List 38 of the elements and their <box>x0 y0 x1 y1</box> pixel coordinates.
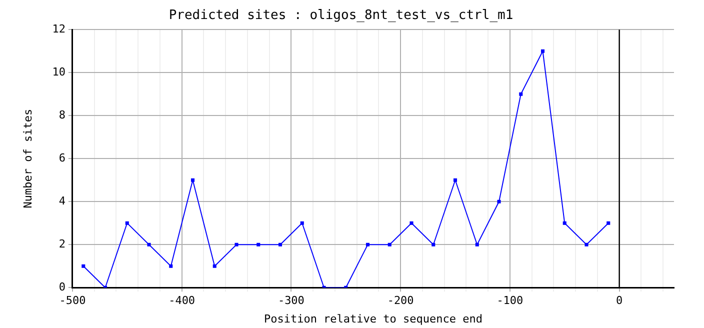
point <box>519 92 523 96</box>
x-tick-label: 0 <box>616 294 623 308</box>
point <box>82 264 86 268</box>
point <box>256 242 260 246</box>
y-axis-title: Number of sites <box>21 108 34 208</box>
x-tick-label: -100 <box>496 294 524 308</box>
point <box>453 178 458 182</box>
point <box>497 200 501 204</box>
chart-title: Predicted sites : oligos_8nt_test_vs_ctrl_m1 <box>168 8 514 24</box>
x-tick-label: -300 <box>278 294 304 308</box>
x-tick-label: -500 <box>59 294 86 308</box>
point <box>584 242 588 246</box>
point <box>540 49 545 53</box>
y-tick-label: 4 <box>58 194 66 208</box>
y-tick-label: 10 <box>52 65 66 78</box>
x-tick-label: -200 <box>387 294 414 308</box>
point <box>147 242 151 246</box>
point <box>278 242 282 246</box>
x-tick-label: -400 <box>168 294 196 308</box>
point <box>234 242 238 246</box>
point <box>432 242 436 246</box>
point <box>212 264 216 268</box>
point <box>562 221 566 225</box>
point <box>125 221 129 225</box>
point <box>190 178 195 182</box>
point <box>388 242 392 246</box>
point <box>169 264 173 268</box>
point <box>300 221 304 225</box>
point <box>366 242 370 246</box>
y-tick-label: 0 <box>58 280 66 294</box>
y-tick-label: 12 <box>52 22 66 36</box>
point <box>475 242 479 246</box>
point <box>606 221 610 225</box>
y-tick-label: 6 <box>58 151 66 164</box>
y-tick-label: 8 <box>58 108 66 122</box>
x-axis-title: Position relative to sequence end <box>264 312 482 326</box>
point <box>410 221 414 225</box>
y-tick-label: 2 <box>58 237 66 250</box>
